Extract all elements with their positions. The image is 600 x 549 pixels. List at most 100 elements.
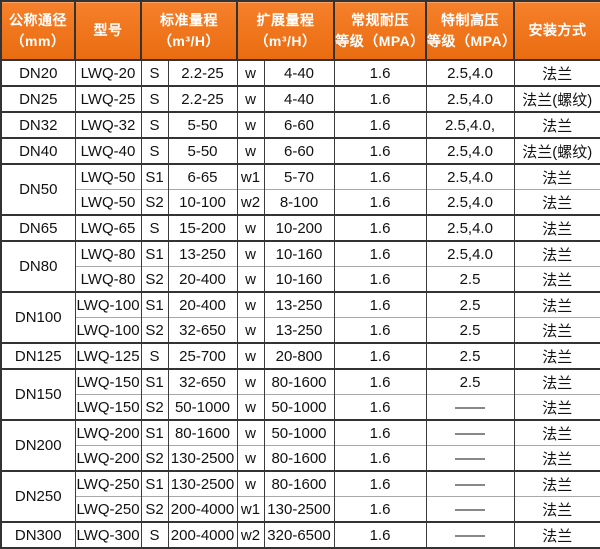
model-cell: LWQ-40 (74, 137, 142, 164)
standard-range-value-cell: 200-4000 (167, 496, 238, 522)
table-row: LWQ-250 S2 200-4000 w1 130-2500 1.6 —— 法兰 (1, 496, 600, 522)
extended-range-code-cell: w (236, 445, 265, 471)
installation-cell: 法兰(螺纹) (513, 85, 600, 112)
installation-cell: 法兰 (513, 419, 600, 446)
high-pressure-cell: 2.5,4.0 (425, 137, 515, 164)
standard-range-code-cell: S (140, 85, 169, 112)
standard-range-code-cell: S2 (140, 445, 169, 471)
normal-pressure-cell: 1.6 (333, 137, 427, 164)
standard-range-code-cell: S (140, 137, 169, 164)
table-row: DN250 LWQ-250 S1 130-2500 w 80-1600 1.6 —— 法兰 (0, 470, 600, 522)
high-pressure-cell: 2.5,4.0, (425, 111, 515, 138)
extended-range-value-cell: 4-40 (263, 85, 335, 112)
extended-range-value-cell: 50-1000 (263, 419, 335, 446)
high-pressure-cell: —— (425, 496, 515, 522)
model-cell: LWQ-125 (74, 342, 142, 369)
col-header-high-pressure: 特制高压 等级（MPA） (425, 0, 516, 61)
header-line1: 型号 (93, 22, 123, 39)
standard-range-value-cell: 2.2-25 (167, 85, 238, 112)
spec-table-body: DN20 LWQ-20 S 2.2-25 w 4-40 1.6 2.5,4.0 法兰 DN25 LW… (0, 59, 600, 548)
extended-range-value-cell: 6-60 (263, 137, 335, 164)
table-row: DN80 LWQ-80 S1 13-250 w 10-160 1.6 2.5,4.0 法兰 (0, 240, 600, 292)
model-cell: LWQ-100 (74, 291, 142, 318)
nominal-diameter-cell: DN40 (0, 137, 76, 164)
col-header-installation: 安装方式 (513, 0, 600, 61)
extended-range-value-cell: 320-6500 (263, 521, 335, 548)
model-cell: LWQ-50 (74, 189, 142, 215)
extended-range-value-cell: 4-40 (263, 59, 335, 86)
col-header-nominal-diameter: 公称通径 （mm） (0, 0, 76, 61)
nominal-diameter-cell: DN250 (0, 470, 76, 522)
normal-pressure-cell: 1.6 (333, 266, 427, 292)
nominal-diameter-cell: DN200 (0, 419, 76, 471)
col-header-standard-range: 标准量程 （m³/H） (140, 0, 238, 61)
installation-cell: 法兰 (513, 214, 600, 241)
extended-range-value-cell: 130-2500 (263, 496, 335, 522)
model-cell: LWQ-20 (74, 59, 142, 86)
standard-range-code-cell: S (140, 111, 169, 138)
normal-pressure-cell: 1.6 (333, 470, 427, 497)
standard-range-value-cell: 32-650 (167, 317, 238, 343)
table-row: DN65 LWQ-65 S 15-200 w 10-200 1.6 2.5,4.0 法兰 (0, 214, 600, 241)
high-pressure-cell: —— (425, 419, 515, 446)
model-cell: LWQ-250 (74, 470, 142, 497)
header-line1: 公称通径 (9, 12, 67, 29)
table-row: DN125 LWQ-125 S 25-700 w 20-800 1.6 2.5 法兰 (0, 342, 600, 369)
header-line2: （m³/H） (157, 32, 221, 49)
installation-cell: 法兰 (513, 266, 600, 292)
extended-range-code-cell: w (236, 470, 265, 497)
high-pressure-cell: 2.5,4.0 (425, 240, 515, 267)
extended-range-value-cell: 80-1600 (263, 445, 335, 471)
extended-range-code-cell: w1 (236, 496, 265, 522)
standard-range-code-cell: S (140, 342, 169, 369)
high-pressure-cell: 2.5 (425, 368, 515, 395)
extended-range-code-cell: w2 (236, 189, 265, 215)
standard-range-code-cell: S (140, 59, 169, 86)
header-line1: 常规耐压 (351, 12, 409, 29)
nominal-diameter-cell: DN150 (0, 368, 76, 420)
standard-range-code-cell: S1 (140, 368, 169, 395)
extended-range-value-cell: 20-800 (263, 342, 335, 369)
standard-range-code-cell: S2 (140, 189, 169, 215)
extended-range-value-cell: 10-160 (263, 266, 335, 292)
standard-range-value-cell: 2.2-25 (167, 59, 238, 86)
nominal-diameter-cell: DN300 (0, 521, 76, 548)
nominal-diameter-cell: DN80 (0, 240, 76, 292)
table-row: DN150 LWQ-150 S1 32-650 w 80-1600 1.6 2.5 法兰 (0, 368, 600, 420)
table-row: LWQ-150 S2 50-1000 w 50-1000 1.6 —— 法兰 (1, 394, 600, 420)
header-line2: （m³/H） (254, 32, 317, 49)
standard-range-value-cell: 5-50 (167, 111, 238, 138)
extended-range-code-cell: w (236, 342, 265, 369)
standard-range-value-cell: 200-4000 (167, 521, 238, 548)
header-line2: （mm） (10, 32, 66, 49)
installation-cell: 法兰 (513, 163, 600, 190)
standard-range-code-cell: S1 (140, 291, 169, 318)
model-cell: LWQ-250 (74, 496, 142, 522)
standard-range-value-cell: 130-2500 (167, 470, 238, 497)
high-pressure-cell: 2.5,4.0 (425, 163, 515, 190)
nominal-diameter-cell: DN20 (0, 59, 76, 86)
standard-range-code-cell: S1 (140, 240, 169, 267)
installation-cell: 法兰 (513, 394, 600, 420)
standard-range-value-cell: 20-400 (167, 266, 238, 292)
standard-range-code-cell: S1 (140, 163, 169, 190)
normal-pressure-cell: 1.6 (333, 445, 427, 471)
standard-range-code-cell: S1 (140, 419, 169, 446)
normal-pressure-cell: 1.6 (333, 59, 427, 86)
normal-pressure-cell: 1.6 (333, 163, 427, 190)
extended-range-value-cell: 80-1600 (263, 368, 335, 395)
standard-range-code-cell: S2 (140, 496, 169, 522)
table-row: DN200 LWQ-200 S1 80-1600 w 50-1000 1.6 —— 法兰 (0, 419, 600, 471)
extended-range-value-cell: 5-70 (263, 163, 335, 190)
table-row: DN40 LWQ-40 S 5-50 w 6-60 1.6 2.5,4.0 法兰(螺纹) (0, 137, 600, 164)
extended-range-value-cell: 6-60 (263, 111, 335, 138)
nominal-diameter-cell: DN65 (0, 214, 76, 241)
header-line2: 等级（MPA） (335, 32, 425, 49)
normal-pressure-cell: 1.6 (333, 496, 427, 522)
model-cell: LWQ-100 (74, 317, 142, 343)
standard-range-code-cell: S1 (140, 470, 169, 497)
installation-cell: 法兰 (513, 445, 600, 471)
standard-range-value-cell: 15-200 (167, 214, 238, 241)
installation-cell: 法兰(螺纹) (513, 137, 600, 164)
